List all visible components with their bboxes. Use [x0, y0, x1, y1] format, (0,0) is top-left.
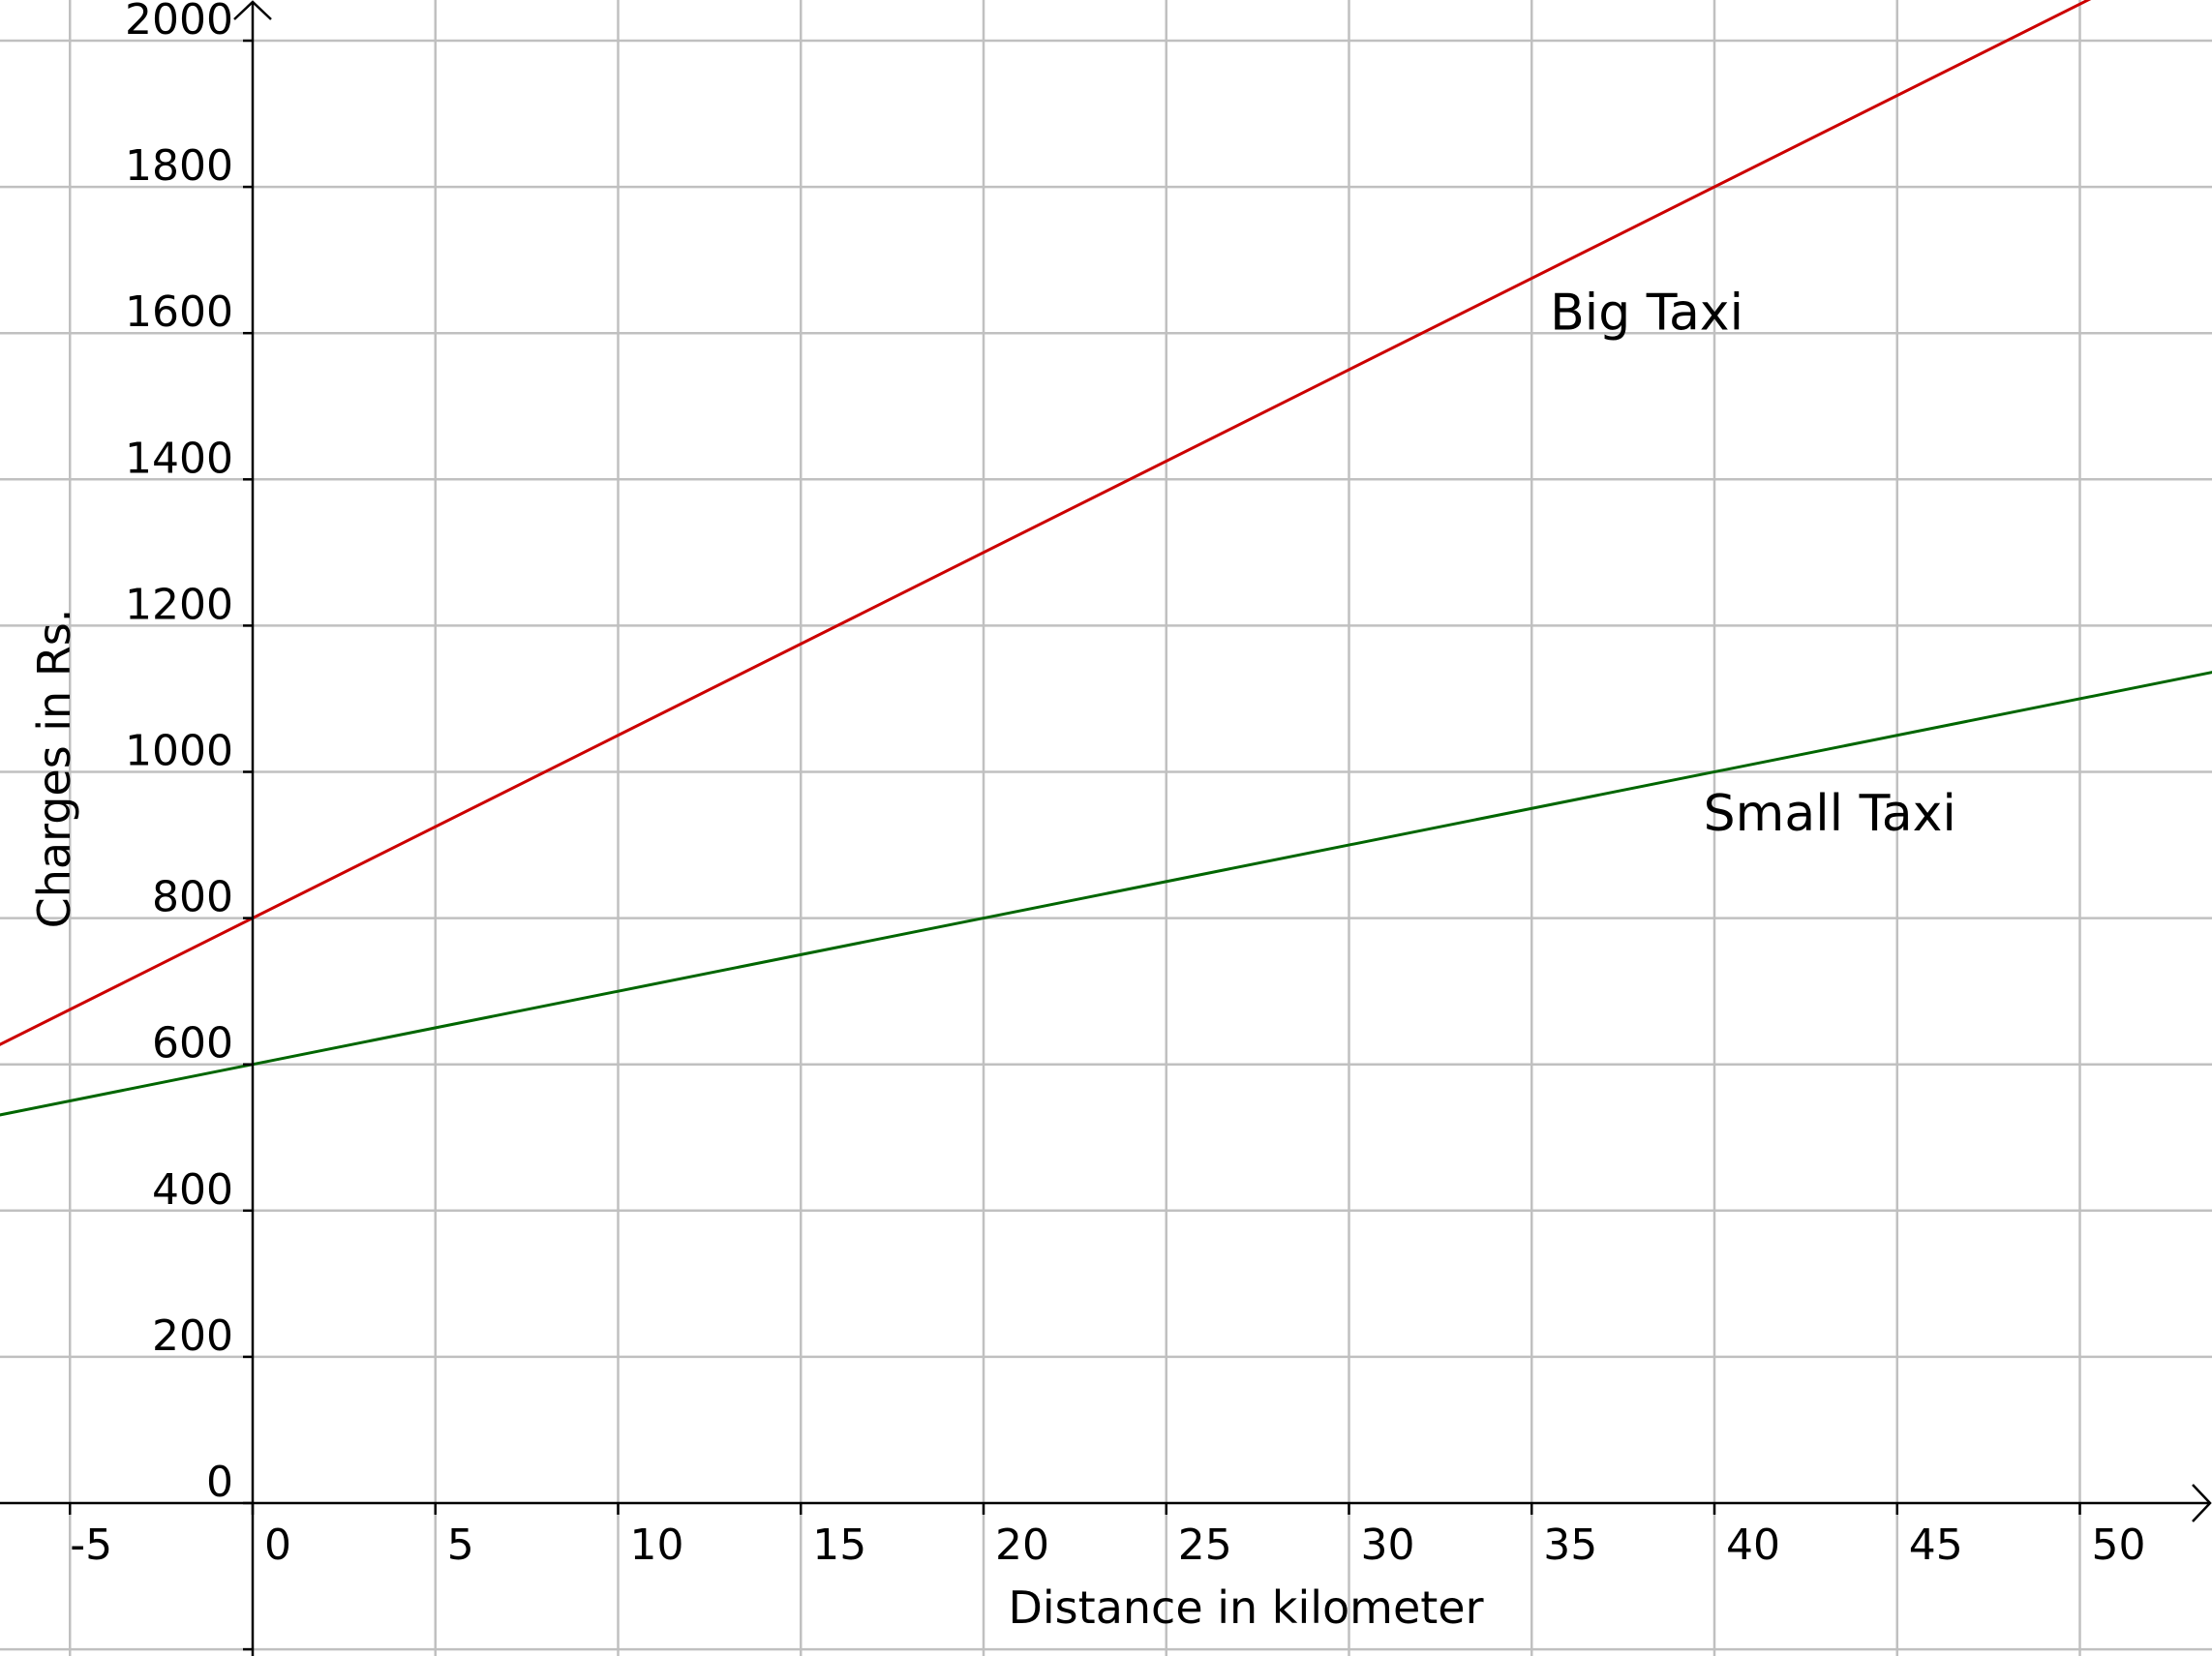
x-axis-arrow [2192, 1484, 2212, 1522]
series-labels: Big Taxi Small Taxi [1550, 284, 1956, 843]
y-tick-label: 2000 [125, 0, 233, 45]
y-tick-label: 1200 [125, 580, 233, 629]
series-label: Small Taxi [1704, 785, 1956, 843]
series-lines [0, 0, 2212, 1117]
x-tick-label: 35 [1543, 1521, 1597, 1570]
y-tick-label: 200 [152, 1311, 233, 1361]
y-tick-label: 1600 [125, 287, 233, 337]
x-tick-label: 15 [812, 1521, 866, 1570]
x-tick-label: 30 [1361, 1521, 1415, 1570]
x-tick-label: 45 [1909, 1521, 1963, 1570]
x-tick-label: -5 [70, 1521, 112, 1570]
y-tick-label: 800 [152, 873, 233, 922]
x-axis-label: Distance in kilometer [1008, 1581, 1483, 1634]
x-tick-label: 0 [264, 1521, 291, 1570]
y-tick-label: 1000 [125, 727, 233, 776]
x-tick-label: 50 [2092, 1521, 2146, 1570]
x-tick-label: 10 [630, 1521, 684, 1570]
x-tick-label: 25 [1178, 1521, 1232, 1570]
y-tick-label: 1400 [125, 434, 233, 483]
tick-labels: -5 0 5 10 15 20 25 30 35 40 45 50 0 200 400 600 800 1000 1… [70, 0, 2145, 1570]
y-tick-label: 600 [152, 1019, 233, 1069]
series-line-small-taxi [0, 671, 2212, 1117]
y-axis-arrow [233, 0, 272, 20]
series-line-big-taxi [0, 0, 2092, 1046]
x-tick-label: 5 [447, 1521, 474, 1570]
series-label: Big Taxi [1550, 284, 1743, 342]
y-tick-label: 400 [152, 1165, 233, 1215]
y-tick-label: 0 [206, 1458, 233, 1507]
x-tick-label: 20 [995, 1521, 1049, 1570]
y-axis-label: Charges in Rs. [28, 609, 80, 929]
y-tick-label: 1800 [125, 141, 233, 191]
x-tick-label: 40 [1726, 1521, 1780, 1570]
